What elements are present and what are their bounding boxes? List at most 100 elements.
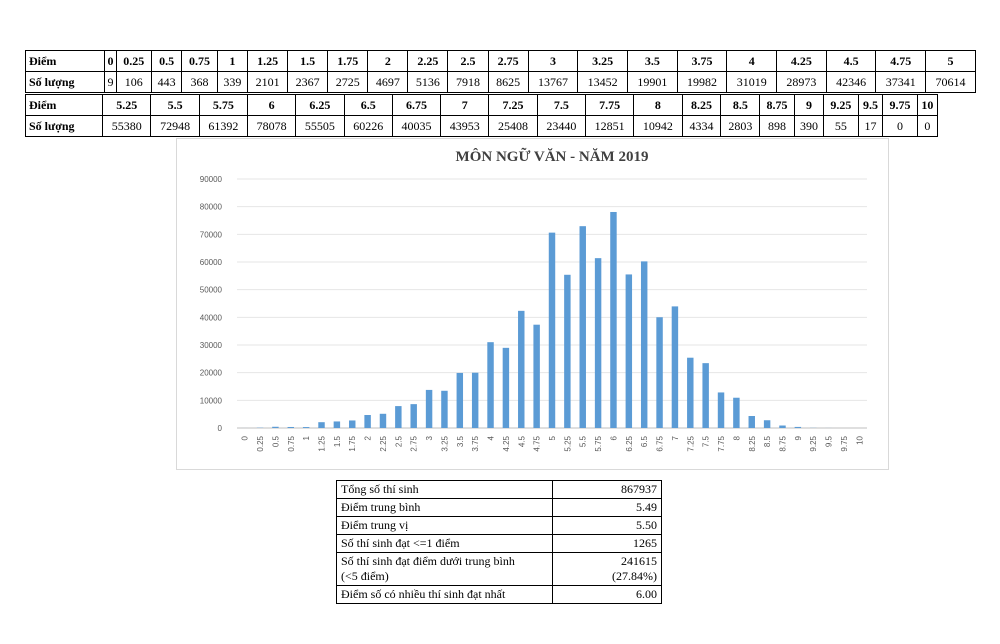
y-tick-label: 20000 — [200, 369, 223, 378]
bar — [671, 306, 679, 428]
score-cell: 1.25 — [247, 50, 289, 72]
x-tick-label: 1.75 — [348, 435, 357, 451]
bar — [272, 426, 279, 428]
count-cell: 37341 — [875, 71, 927, 93]
bar — [779, 425, 786, 428]
count-cell: 2101 — [247, 71, 289, 93]
x-tick-label: 1.5 — [333, 435, 342, 447]
count-cell: 390 — [793, 115, 825, 137]
score-cell: 6.5 — [343, 94, 393, 116]
x-tick-label: 3 — [425, 435, 434, 440]
score-cell: 2.25 — [407, 50, 449, 72]
count-cell: 72948 — [150, 115, 200, 137]
score-cell: 9.5 — [857, 94, 884, 116]
score-cell: 9 — [793, 94, 825, 116]
count-cell: 19901 — [626, 71, 678, 93]
bar — [733, 397, 740, 428]
bar — [395, 406, 402, 428]
score-cell: 7.75 — [584, 94, 635, 116]
score-cell: 4.5 — [825, 50, 877, 72]
bar — [425, 389, 433, 428]
x-tick-label: 6 — [609, 435, 618, 440]
stat-label: Điểm trung bình — [336, 498, 553, 517]
x-tick-label: 6.5 — [640, 435, 649, 447]
bar — [364, 415, 371, 428]
stat-row: Điểm trung bình 5.49 — [336, 498, 662, 517]
score-cell: 8.5 — [720, 94, 761, 116]
score-cell: 2 — [367, 50, 409, 72]
count-cell: 78078 — [246, 115, 297, 137]
y-tick-label: 40000 — [200, 313, 223, 322]
x-tick-label: 1 — [302, 435, 311, 440]
count-label: Số lượng — [24, 71, 106, 93]
bar — [441, 390, 448, 428]
score-cell: 4.25 — [776, 50, 827, 72]
score-cell: 2.5 — [447, 50, 489, 72]
bar — [748, 416, 755, 428]
stat-value: 5.50 — [552, 516, 662, 535]
score-cell: 1.75 — [327, 50, 369, 72]
score-cell: 3 — [527, 50, 579, 72]
count-cell: 4334 — [681, 115, 722, 137]
score-cell: 8.25 — [681, 94, 722, 116]
stat-label-line2: (<5 điểm) — [341, 569, 389, 583]
bar — [640, 261, 648, 428]
x-tick-label: 2 — [364, 435, 373, 440]
bar — [687, 357, 694, 428]
score-cell: 5.25 — [102, 94, 152, 116]
score-cell: 5.5 — [150, 94, 200, 116]
score-table-2: Điểm 5.25 5.5 5.75 6 6.25 6.5 6.75 7 7.25 7.5 7.75… — [24, 94, 939, 137]
score-cell: 3.5 — [626, 50, 678, 72]
score-cell: 1 — [216, 50, 249, 72]
stat-value: 867937 — [552, 480, 662, 499]
count-row: Số lượng 55380 72948 61392 78078 55505 60226 4… — [24, 115, 939, 137]
count-cell: 42346 — [825, 71, 877, 93]
bar — [471, 372, 479, 428]
count-cell: 55 — [823, 115, 859, 137]
x-tick-label: 2.5 — [394, 435, 403, 447]
bar — [610, 211, 617, 428]
score-cell: 10 — [916, 94, 939, 116]
stat-row: Điểm trung vị 5.50 — [336, 516, 662, 535]
score-cell: 9.25 — [823, 94, 859, 116]
x-tick-label: 4.5 — [517, 435, 526, 447]
count-cell: 2803 — [720, 115, 761, 137]
chart-title: MÔN NGỮ VĂN - NĂM 2019 — [456, 147, 649, 165]
x-tick-label: 9 — [794, 435, 803, 440]
score-cell: 7.25 — [488, 94, 538, 116]
score-cell: 5 — [925, 50, 976, 72]
summary-stats-table: Tổng số thí sinh 867937 Điểm trung bình … — [336, 480, 662, 604]
x-tick-label: 7.75 — [717, 435, 726, 451]
x-tick-label: 6.25 — [625, 435, 634, 451]
count-cell: 12851 — [584, 115, 635, 137]
y-tick-label: 0 — [218, 424, 223, 433]
bar — [379, 413, 387, 428]
x-tick-label: 5 — [548, 435, 557, 440]
count-cell: 60226 — [343, 115, 393, 137]
x-tick-label: 9.75 — [840, 435, 849, 451]
x-tick-label: 7 — [671, 435, 680, 440]
score-cell: 8 — [633, 94, 683, 116]
score-cell: 0 — [104, 50, 117, 72]
histogram-chart: MÔN NGỮ VĂN - NĂM 2019 0 10000 20000 30000 40… — [176, 138, 889, 470]
stat-label: Điểm trung vị — [336, 516, 553, 535]
x-tick-label: 8 — [732, 435, 741, 440]
bar — [349, 420, 356, 428]
x-tick-label: 3.25 — [440, 435, 449, 451]
x-tick-label: 4.75 — [533, 435, 542, 451]
x-tick-label: 3.5 — [456, 435, 465, 447]
bar — [318, 422, 325, 428]
count-cell: 55505 — [295, 115, 345, 137]
y-tick-label: 60000 — [200, 258, 223, 267]
score-cell: 7 — [440, 94, 490, 116]
x-tick-label: 0.25 — [256, 435, 265, 451]
stat-row: Điểm số có nhiều thí sinh đạt nhất 6.00 — [336, 585, 662, 604]
x-tick-label: 0.75 — [287, 435, 296, 451]
count-cell: 7918 — [447, 71, 489, 93]
bar — [625, 274, 633, 428]
bar — [302, 427, 310, 428]
count-cell: 0 — [882, 115, 918, 137]
stat-label: Tổng số thí sinh — [336, 480, 553, 499]
stat-value: 241615 (27.84%) — [552, 552, 662, 586]
score-cell: 3.75 — [676, 50, 728, 72]
